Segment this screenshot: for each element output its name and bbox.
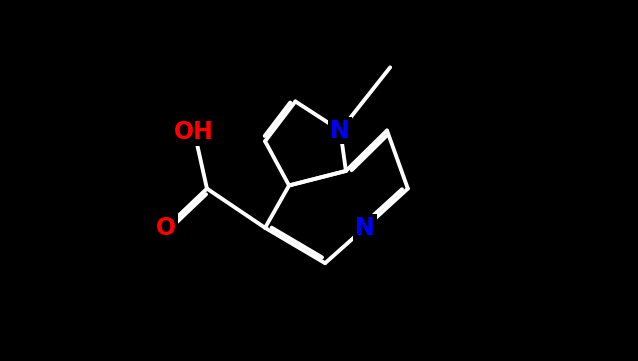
Text: N: N xyxy=(355,216,375,240)
Text: O: O xyxy=(156,216,176,240)
Text: OH: OH xyxy=(174,120,214,144)
Text: N: N xyxy=(330,118,350,143)
